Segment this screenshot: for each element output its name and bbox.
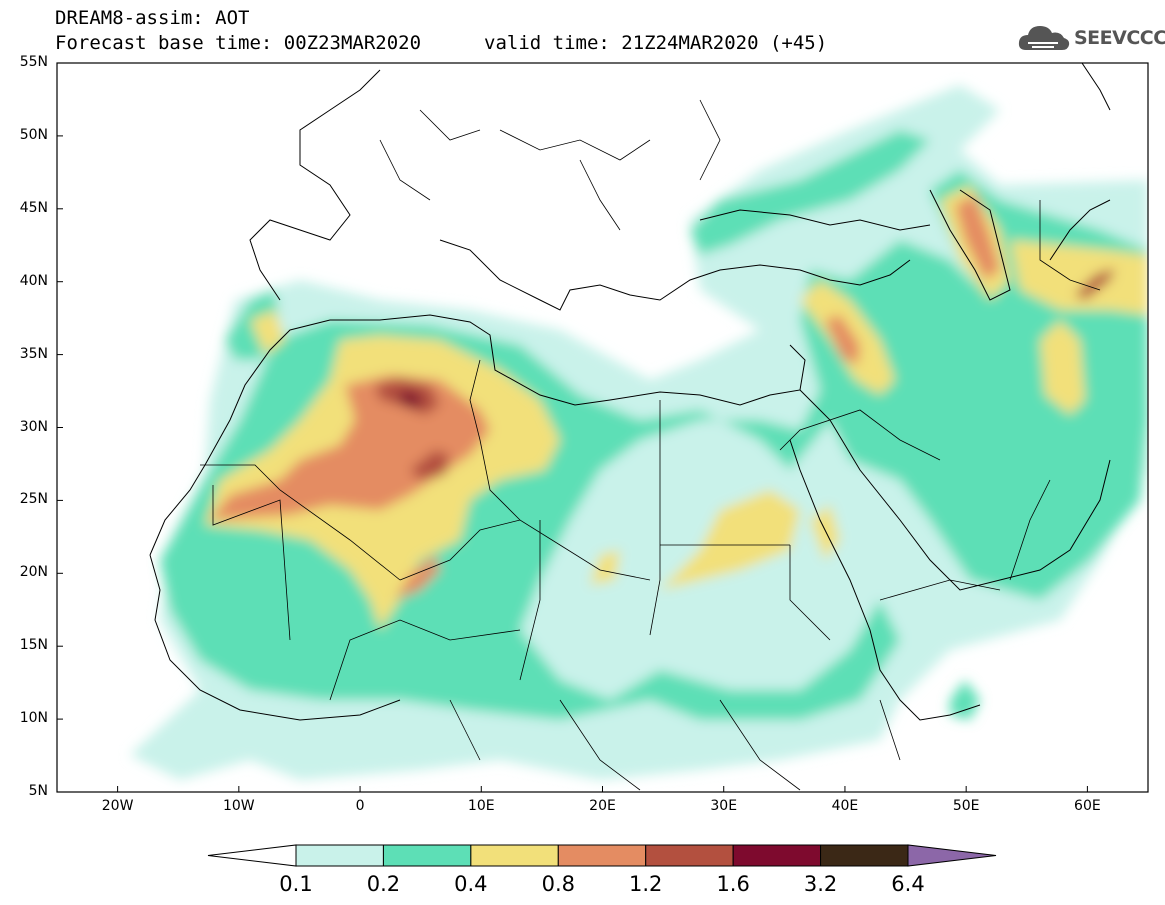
colorbar-swatch	[295, 844, 384, 867]
cloud-icon	[1018, 26, 1070, 50]
lon-tick-label: 50E	[952, 798, 980, 814]
lat-tick-label: 15N	[19, 637, 48, 654]
colorbar-level-label: 0.1	[279, 872, 313, 896]
lon-tick-label: 10W	[222, 798, 255, 814]
chart-title: DREAM8-assim: AOT	[55, 7, 250, 29]
colorbar-level-label: 0.2	[366, 872, 401, 896]
lon-tick-label: 10E	[467, 798, 495, 814]
colorbar-level-label: 3.2	[803, 872, 838, 896]
lat-tick-label: 40N	[19, 272, 48, 289]
coastlines	[149, 63, 1111, 721]
colorbar-level-label: 1.2	[629, 872, 663, 896]
logo: SEEVCCC	[1018, 20, 1165, 56]
valid-time: valid time: 21Z24MAR2020 (+45)	[484, 32, 828, 54]
lat-tick-label: 10N	[19, 710, 48, 727]
lat-tick-label: 20N	[19, 564, 48, 581]
colorbar-swatch	[645, 844, 734, 867]
colorbar-swatch	[732, 844, 822, 867]
lat-tick-label: 45N	[19, 199, 48, 216]
forecast-base-time: Forecast base time: 00Z23MAR2020	[55, 32, 422, 54]
colorbar-upper-arrow	[907, 844, 997, 867]
colorbar-level-label: 0.4	[454, 872, 488, 896]
lat-tick-label: 55N	[19, 54, 48, 70]
lon-tick-label: 40E	[831, 798, 859, 814]
colorbar	[207, 844, 997, 867]
lat-tick-label: 30N	[19, 418, 48, 435]
lat-ticks	[57, 62, 63, 793]
colorbar-swatch	[382, 844, 472, 867]
lon-ticks	[117, 786, 1088, 792]
logo-text: SEEVCCC	[1074, 27, 1165, 49]
colorbar-level-label: 0.8	[541, 872, 575, 896]
colorbar-swatch	[557, 844, 647, 867]
lon-tick-label: 20W	[101, 798, 134, 814]
lon-tick-label: 20E	[589, 798, 616, 814]
lon-tick-label: 60E	[1074, 798, 1101, 814]
colorbar-level-label: 6.4	[891, 872, 925, 896]
lat-tick-label: 25N	[19, 491, 48, 508]
colorbar-level-label: 1.6	[716, 872, 750, 896]
country-borders	[200, 99, 1101, 791]
colorbar-swatch	[470, 844, 559, 867]
lat-tick-label: 35N	[19, 345, 48, 362]
colorbar-swatch	[820, 844, 909, 867]
lat-tick-label: 50N	[19, 126, 48, 143]
lon-tick-label: 0	[355, 798, 365, 814]
aot-field	[57, 63, 1148, 792]
lat-tick-label: 5N	[28, 783, 48, 799]
lon-tick-label: 30E	[710, 798, 738, 814]
colorbar-lower-arrow	[207, 844, 297, 867]
